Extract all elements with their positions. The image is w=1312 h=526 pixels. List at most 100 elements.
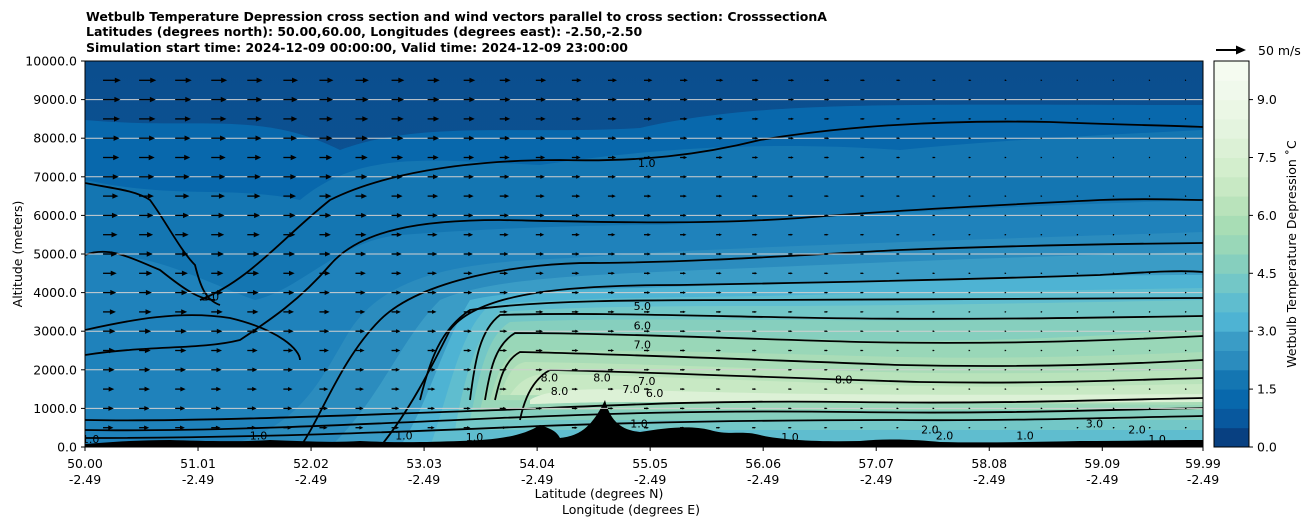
wind-vector-head-353	[754, 214, 758, 217]
wind-vector-head-348	[754, 310, 757, 313]
wind-vector-head-163	[396, 212, 403, 218]
wind-vector-head-97	[287, 387, 293, 392]
wind-vector-head-490	[1005, 137, 1007, 139]
wind-vector-head-219	[504, 232, 509, 237]
wind-vector-head-431	[898, 175, 901, 178]
wind-vector-head-449	[934, 195, 936, 197]
wind-vector-head-296	[647, 213, 652, 217]
wind-vector-head-271	[611, 329, 615, 333]
wind-vector-head-158	[396, 309, 401, 314]
wind-vector-head-193	[467, 368, 472, 372]
x-tick-label-lon-10: -2.49	[1187, 472, 1219, 487]
wind-vector-head-300	[647, 136, 652, 140]
wind-vector-head-54	[184, 116, 191, 122]
wind-vector-head-100	[288, 328, 294, 334]
x-tick-label-lon-6: -2.49	[747, 472, 779, 487]
wind-vector-head-528	[1076, 137, 1079, 139]
wind-vector-head-39	[180, 406, 186, 411]
contour-label-19: 1.0	[1016, 429, 1034, 442]
wind-vector-head-381	[825, 407, 828, 410]
wind-vector-head-21	[144, 386, 150, 392]
wind-vector-head-444	[933, 291, 936, 294]
wind-vector-head-337	[719, 156, 723, 159]
wind-vector-head-263	[576, 116, 582, 121]
contour-label-10: 6.0	[646, 387, 664, 400]
wind-vector-head-125	[325, 212, 332, 219]
wind-vector-head-509	[1040, 137, 1043, 139]
wind-vector-head-384	[826, 349, 828, 352]
wind-vector-head-86	[253, 232, 260, 238]
wind-vector-head-357	[755, 136, 759, 140]
wind-vector-head-276	[611, 233, 616, 237]
wind-vector-head-72	[220, 135, 227, 141]
wind-vector-head-522	[1077, 253, 1079, 255]
wind-vector-head-192	[467, 387, 471, 391]
contour-label-22: 1.0	[1148, 433, 1166, 446]
wind-vector-head-116	[323, 387, 329, 392]
wind-vector-head-523	[1077, 234, 1079, 236]
wind-vector-head-370	[790, 252, 793, 256]
wind-vector-head-282	[612, 116, 617, 121]
wind-vector-head-94	[256, 77, 263, 83]
wind-vector-head-55	[185, 96, 192, 103]
wind-vector-head-178	[432, 290, 437, 295]
wind-vector-head-190	[467, 426, 471, 430]
x-tick-label-lat-8: 58.08	[971, 456, 1007, 471]
wind-vector-head-93	[256, 96, 263, 103]
wind-vector-head-308	[682, 349, 686, 352]
wind-vector-head-350	[754, 272, 758, 275]
filled-contours	[85, 104, 1203, 447]
wind-vector-head-164	[397, 193, 403, 199]
x-tick-label-lat-4: 54.04	[519, 456, 555, 471]
colorbar-level-3	[1214, 369, 1249, 390]
wind-vector-head-0	[108, 425, 114, 431]
wind-vector-head-98	[288, 367, 293, 372]
wind-vector-head-160	[396, 271, 402, 276]
wind-vector-head-60	[216, 367, 222, 373]
wind-vector-head-331	[718, 272, 722, 275]
wind-vector-head-248	[574, 407, 578, 410]
wind-vector-head-255	[575, 271, 580, 275]
colorbar-label: Wetbulb Temperature Depression ˚C	[1284, 140, 1299, 368]
wind-vector-head-531	[1076, 79, 1079, 81]
wind-vector-head-530	[1076, 98, 1079, 101]
wind-vector-head-519	[1077, 311, 1079, 313]
wind-vector-head-326	[718, 368, 721, 371]
contour-label-3: 6.0	[634, 319, 652, 332]
wind-vector-head-179	[432, 271, 437, 276]
wind-vector-head-508	[1040, 156, 1043, 159]
wind-vector-head-56	[185, 77, 192, 83]
wind-vector-head-333	[719, 233, 723, 237]
wind-vector-head-289	[646, 349, 650, 352]
wind-vector-head-378	[791, 98, 795, 101]
wind-vector-head-277	[611, 213, 616, 218]
wind-vector-head-37	[150, 77, 157, 83]
x-tick-label-lat-5: 55.05	[632, 456, 668, 471]
wind-vector-head-65	[217, 270, 224, 276]
contour-labels: 1.02.05.06.07.08.08.08.0 7.07.0 6.01.08.01…	[85, 157, 1166, 446]
wind-vector-head-157	[396, 329, 401, 334]
wind-vector-head-527	[1076, 156, 1079, 159]
colorbar-level-6	[1214, 311, 1249, 332]
colorbar-level-9	[1214, 254, 1249, 274]
wind-vector-head-547	[1112, 137, 1115, 139]
wind-vector-head-144	[361, 212, 367, 218]
wind-vector-head-287	[646, 387, 650, 391]
wind-vector-head-136	[359, 367, 365, 372]
wind-vector-head-335	[719, 194, 723, 198]
wind-vector-head-82	[252, 309, 259, 315]
wind-vector-head-397	[826, 98, 830, 101]
wind-vector-head-231	[539, 368, 543, 372]
wind-vector-head-265	[576, 78, 582, 83]
wind-vector-head-184	[433, 174, 439, 180]
contour-line-1.0-left	[85, 182, 221, 306]
wind-vector-head-548	[1112, 118, 1115, 120]
wind-vector-head-484	[1004, 253, 1007, 255]
x-tick-label-lat-9: 59.09	[1084, 456, 1120, 471]
wind-vector-head-375	[790, 156, 794, 159]
wind-vector-head-151	[362, 77, 369, 83]
wind-vector-head-167	[397, 135, 404, 141]
y-tick-label-4: 4000.0	[33, 285, 77, 300]
wind-vector-head-493	[1005, 79, 1007, 81]
wind-vector-head-521	[1077, 272, 1079, 274]
